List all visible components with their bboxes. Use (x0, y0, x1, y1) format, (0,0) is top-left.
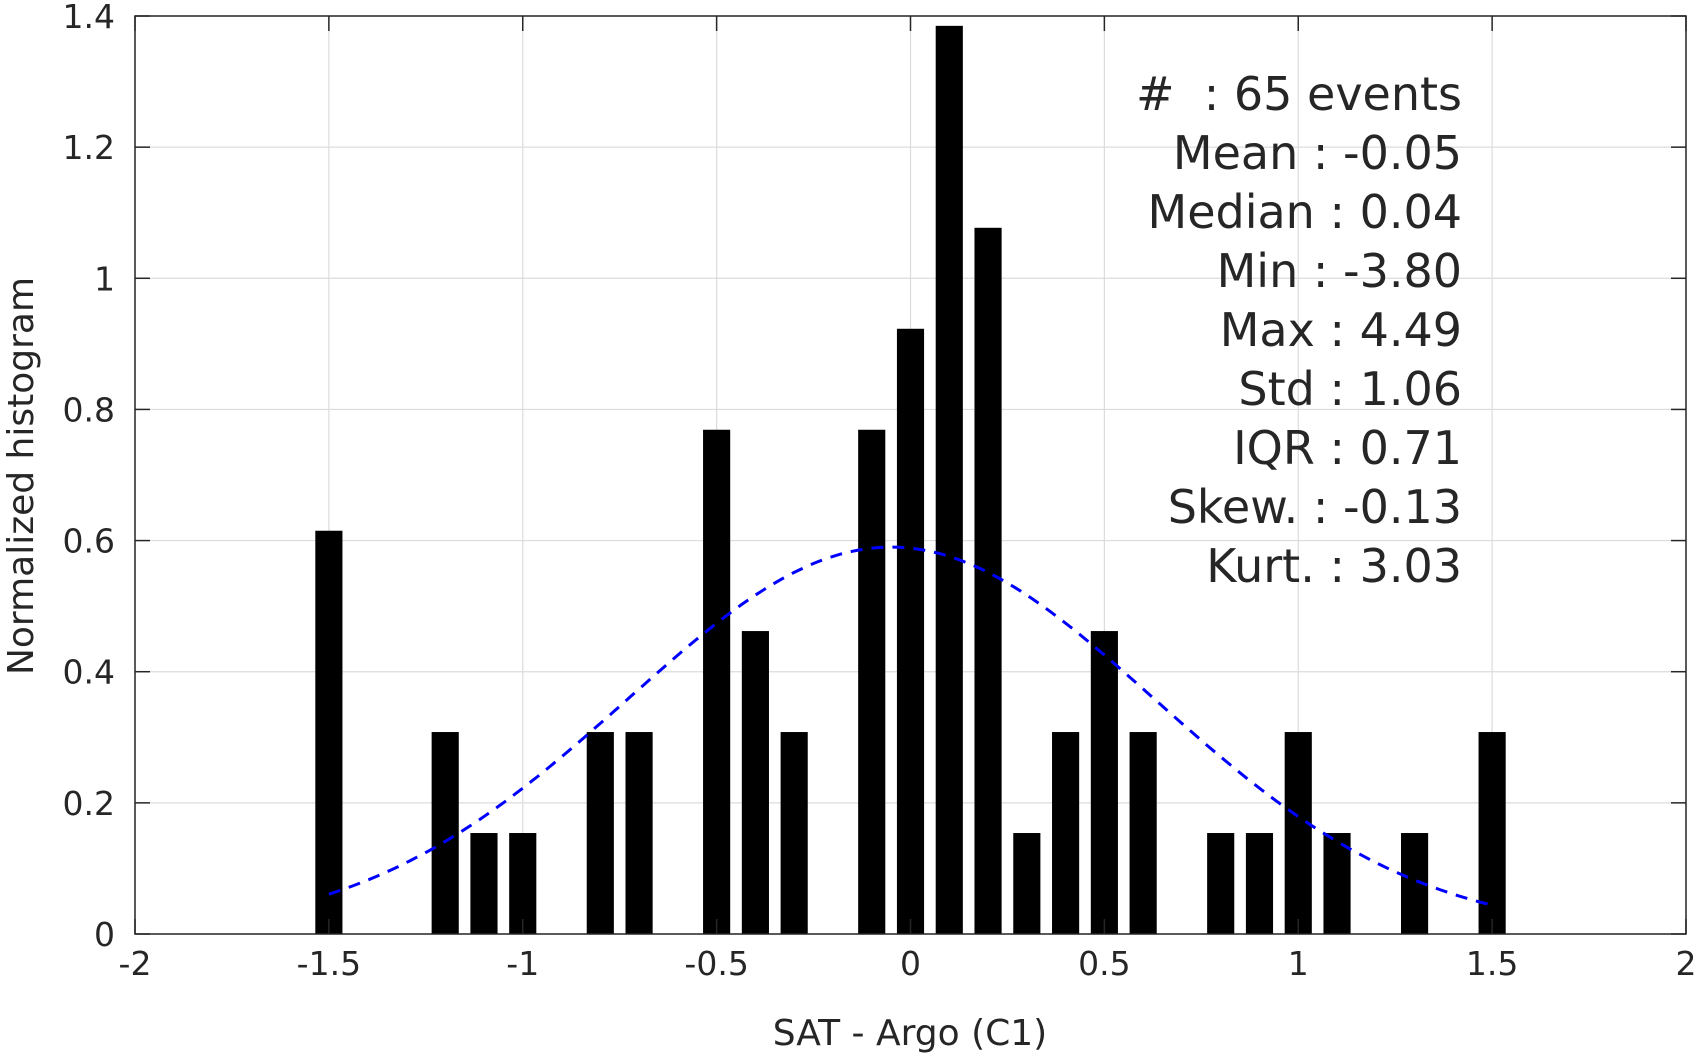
histogram-bar (780, 732, 808, 934)
y-tick-label: 0.6 (63, 522, 115, 561)
histogram-bar (1284, 732, 1312, 934)
histogram-bar (1090, 631, 1118, 934)
histogram-bar (625, 732, 653, 934)
stats-line: IQR : 0.71 (1233, 421, 1462, 475)
y-tick-label: 1.4 (63, 0, 115, 36)
x-tick-label: 1.5 (1466, 944, 1518, 983)
histogram-bar (1323, 833, 1351, 934)
x-tick-label: -2 (119, 944, 152, 983)
histogram-bars (315, 25, 1506, 935)
y-tick-label: 1 (94, 259, 115, 298)
histogram-bar (431, 732, 459, 934)
stats-line: Max : 4.49 (1220, 303, 1462, 357)
x-tick-label: -1 (506, 944, 539, 983)
x-tick-label: -1.5 (297, 944, 361, 983)
stats-line: Median : 0.04 (1148, 185, 1462, 239)
stats-line: # : 65 events (1136, 67, 1462, 121)
x-axis-label: SAT - Argo (C1) (773, 1013, 1047, 1054)
axis-ticks (134, 15, 1687, 935)
y-tick-label: 1.2 (63, 128, 115, 167)
y-tick-label: 0.4 (63, 653, 115, 692)
histogram-bar (896, 328, 925, 934)
histogram-bar (315, 530, 343, 934)
stats-line: Skew. : -0.13 (1168, 480, 1462, 534)
x-tick-label: -0.5 (684, 944, 748, 983)
y-tick-label: 0.2 (63, 784, 115, 823)
histogram-bar (1013, 833, 1041, 934)
histogram-bar (974, 227, 1002, 934)
histogram-bar (509, 833, 537, 934)
y-axis-label: Normalized histogram (1, 277, 42, 675)
stats-line: Mean : -0.05 (1173, 126, 1462, 180)
x-tick-label: 2 (1676, 944, 1697, 983)
stats-line: Kurt. : 3.03 (1206, 539, 1462, 593)
histogram-bar (1245, 833, 1274, 934)
histogram-bar (741, 631, 769, 934)
y-tick-label: 0 (94, 915, 115, 954)
x-tick-label: 0 (900, 944, 921, 983)
histogram-bar (1207, 833, 1235, 934)
histogram-bar (1052, 732, 1080, 934)
histogram-bar (1478, 732, 1506, 934)
histogram-bar (586, 732, 614, 934)
y-tick-labels: 0 0.2 0.4 0.6 0.8 1 1.2 1.4 (63, 0, 115, 954)
x-tick-labels: -2 -1.5 -1 -0.5 0 0.5 1 1.5 2 (119, 944, 1697, 983)
histogram-bar (703, 429, 731, 934)
histogram-bar (470, 833, 498, 934)
x-tick-label: 1 (1288, 944, 1309, 983)
stats-line: Std : 1.06 (1238, 362, 1462, 416)
stats-line: Min : -3.80 (1217, 244, 1462, 298)
histogram-bar (935, 25, 963, 935)
histogram-bar (1129, 732, 1157, 934)
y-tick-label: 0.8 (63, 390, 115, 429)
x-tick-label: 0.5 (1078, 944, 1130, 983)
histogram-bar (858, 429, 886, 934)
